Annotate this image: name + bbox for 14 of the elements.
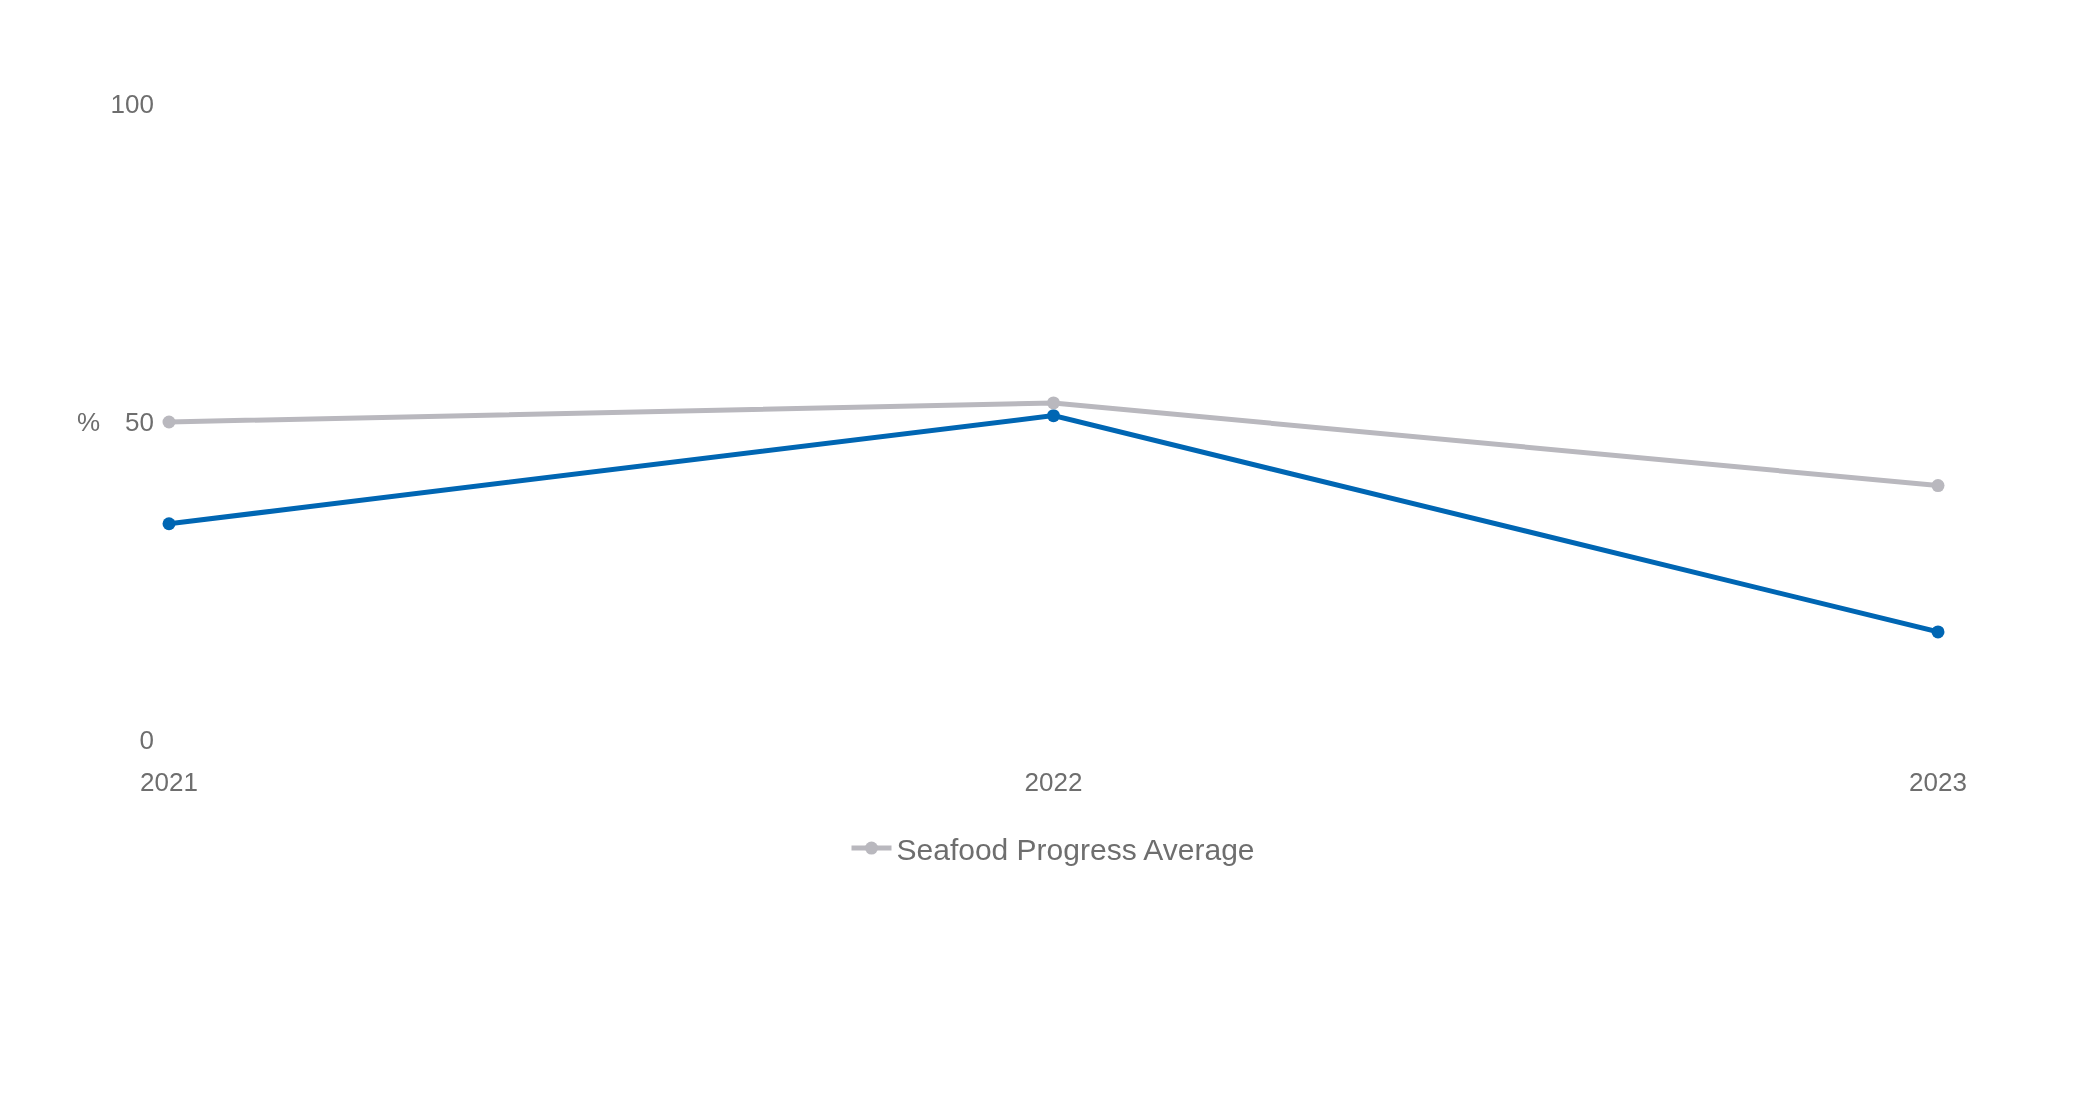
legend-label: Seafood Progress Average: [896, 832, 1255, 866]
x-tick-label: 2021: [140, 767, 198, 797]
point: [162, 415, 176, 429]
y-tick-label: 0: [139, 725, 154, 756]
point: [162, 517, 176, 531]
point: [1931, 625, 1945, 639]
y-axis-title: %: [77, 407, 101, 437]
point: [1047, 409, 1060, 423]
point: [1931, 479, 1945, 493]
point: [1047, 396, 1060, 410]
x-tick-label: 2023: [1909, 767, 1967, 797]
y-tick-label: 50: [125, 407, 154, 438]
y-tick-label: 100: [110, 89, 154, 120]
x-tick-label: 2022: [1024, 767, 1083, 797]
